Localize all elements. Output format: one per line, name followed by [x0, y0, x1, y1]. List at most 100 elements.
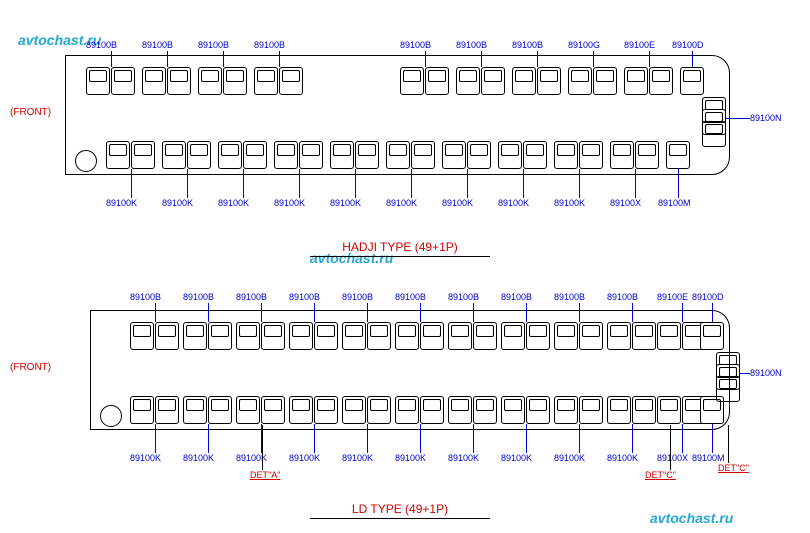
seat	[448, 396, 472, 424]
leader-line	[131, 169, 132, 198]
part-label: 89100K	[395, 453, 426, 463]
seat	[236, 396, 260, 424]
seat	[254, 67, 278, 95]
part-label: 89100X	[657, 453, 688, 463]
seat	[554, 322, 578, 350]
seat	[700, 322, 724, 350]
seat-pair	[610, 141, 660, 169]
seat	[155, 322, 179, 350]
part-label: 89100B	[236, 292, 267, 302]
seat	[568, 67, 592, 95]
part-label: 89100K	[183, 453, 214, 463]
seat-pair	[162, 141, 212, 169]
part-label: 89100E	[624, 40, 655, 50]
seat	[420, 322, 444, 350]
seat	[624, 67, 648, 95]
seat	[649, 67, 673, 95]
seat-pair	[607, 396, 657, 424]
seat	[330, 141, 354, 169]
leader-line	[279, 51, 280, 67]
det-label: DET"C"	[718, 463, 749, 473]
seat	[367, 396, 391, 424]
seat	[386, 141, 410, 169]
leader-line	[537, 51, 538, 67]
seat-pair	[568, 67, 618, 95]
seat-pair	[386, 141, 436, 169]
part-label: 89100B	[395, 292, 426, 302]
part-label: 89100D	[672, 40, 704, 50]
seat	[666, 141, 690, 169]
seat	[607, 396, 631, 424]
steering-wheel-icon	[75, 150, 97, 172]
part-label: 89100K	[607, 453, 638, 463]
steering-wheel-icon	[100, 405, 122, 427]
seat	[579, 396, 603, 424]
seat-pair	[448, 396, 498, 424]
seat	[579, 141, 603, 169]
rear-seat	[702, 121, 726, 147]
seat	[526, 396, 550, 424]
seat	[467, 141, 491, 169]
seat	[501, 396, 525, 424]
leader-line	[223, 51, 224, 67]
part-label: 89100B	[86, 40, 117, 50]
leader-line	[712, 303, 713, 322]
seat-pair	[130, 396, 180, 424]
seat-pair	[498, 141, 548, 169]
part-label: 89100B	[607, 292, 638, 302]
seat	[498, 141, 522, 169]
seat-pair	[254, 67, 304, 95]
seat	[657, 322, 681, 350]
part-label: 89100E	[657, 292, 688, 302]
seat	[86, 67, 110, 95]
leader-line	[682, 303, 683, 322]
seat	[279, 67, 303, 95]
leader-line	[692, 51, 693, 67]
seat-pair	[456, 67, 506, 95]
part-label: 89100B	[448, 292, 479, 302]
leader-line	[726, 118, 750, 119]
seat	[420, 396, 444, 424]
watermark: avtochast.ru	[650, 510, 733, 526]
leader-line	[481, 51, 482, 67]
seat	[223, 67, 247, 95]
part-label: 89100K	[330, 198, 361, 208]
seat	[106, 141, 130, 169]
part-label: 89100M	[658, 198, 691, 208]
seat	[183, 396, 207, 424]
seat	[554, 141, 578, 169]
seat-pair	[106, 141, 156, 169]
part-label: 89100K	[130, 453, 161, 463]
seat-pair	[236, 396, 286, 424]
seat	[554, 396, 578, 424]
front-label: (FRONT)	[10, 107, 51, 118]
det-label: DET"C"	[645, 470, 676, 480]
seat	[635, 141, 659, 169]
seat	[481, 67, 505, 95]
seat-pair	[554, 141, 604, 169]
leader-line	[111, 51, 112, 67]
part-label: 89100K	[554, 453, 585, 463]
leader-line	[635, 169, 636, 198]
seat	[198, 67, 222, 95]
part-label: 89100B	[512, 40, 543, 50]
seat	[593, 67, 617, 95]
leader-line	[467, 169, 468, 198]
seat-pair	[442, 141, 492, 169]
seat	[355, 141, 379, 169]
seat-pair	[624, 67, 674, 95]
seat-pair	[554, 396, 604, 424]
seat	[367, 322, 391, 350]
seat-pair	[236, 322, 286, 350]
seat	[111, 67, 135, 95]
part-label: 89100K	[162, 198, 193, 208]
det-label: DET"A"	[250, 470, 280, 480]
seat-pair	[512, 67, 562, 95]
part-label: 89100K	[289, 453, 320, 463]
section-title: LD TYPE (49+1P)	[300, 502, 500, 516]
part-label: 89100B	[342, 292, 373, 302]
seat	[261, 396, 285, 424]
leader-line	[367, 303, 368, 322]
seat-pair	[448, 322, 498, 350]
leader-line	[670, 425, 671, 470]
